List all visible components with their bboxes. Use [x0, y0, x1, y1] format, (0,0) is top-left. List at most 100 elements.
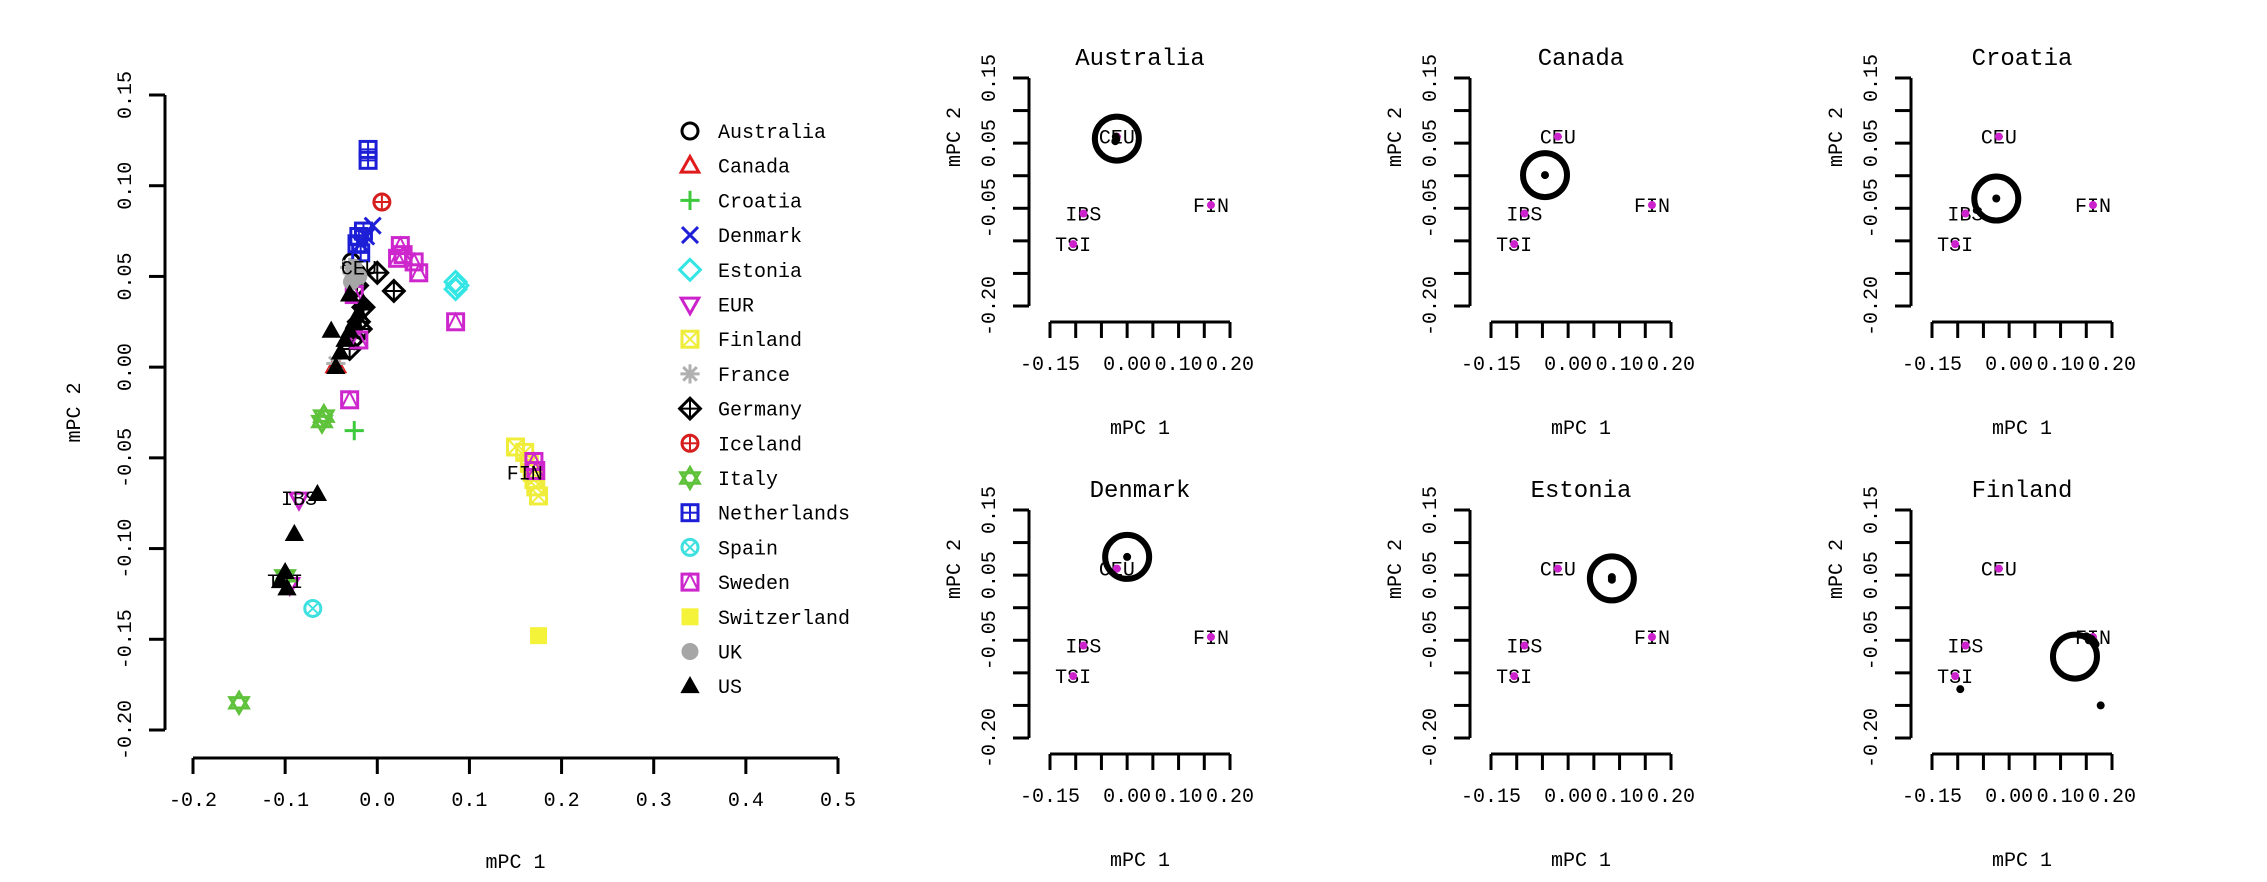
- y-tick-label: -0.05: [1861, 610, 1884, 670]
- legend-marker: [680, 571, 700, 592]
- legend-label: UK: [718, 643, 742, 666]
- legend-item: Sweden: [680, 571, 790, 596]
- x-tick-label: 0.5: [820, 790, 856, 813]
- x-axis: -0.15 0.00 0.10 0.20: [1020, 752, 1254, 809]
- data-point: [287, 491, 311, 512]
- legend-marker: [678, 153, 702, 174]
- y-axis: -0.20 -0.05 0.05 0.15: [979, 54, 1031, 336]
- legend-item: EUR: [678, 296, 754, 319]
- legend-label: Canada: [718, 157, 790, 180]
- x-tick-label: 0.00: [1985, 354, 2033, 377]
- x-tick-label: -0.15: [1902, 354, 1962, 377]
- y-axis: -0.20 -0.05 0.05 0.15: [1420, 486, 1472, 768]
- legend-item: UK: [681, 643, 742, 666]
- reference-point: [1206, 633, 1215, 642]
- legend-item: Croatia: [680, 190, 802, 214]
- reference-point: [1079, 641, 1088, 650]
- y-tick-label: 0.15: [979, 486, 1002, 534]
- y-axis: -0.20 -0.05 0.05 0.15: [1420, 54, 1472, 336]
- x-tick-label: 0.10: [1155, 354, 1203, 377]
- y-tick-label: 0.05: [1861, 551, 1884, 599]
- reference-label: CEU: [341, 258, 377, 281]
- x-tick-label: 0.20: [1647, 786, 1695, 809]
- y-axis-title: mPC 2: [1826, 107, 1849, 167]
- panel-australia: -0.15 0.00 0.10 0.20 -0.20 -0.05 0.05 0.15 Austr…: [944, 46, 1254, 441]
- legend-marker: [680, 433, 700, 453]
- highlight-circle: [1586, 553, 1637, 604]
- y-tick-label: 0.05: [979, 551, 1002, 599]
- y-axis-title: mPC 2: [64, 382, 87, 442]
- legend-marker: [680, 329, 700, 349]
- x-tick-label: 0.0: [359, 790, 395, 813]
- legend-item: Germany: [677, 396, 802, 423]
- panel-title: Canada: [1538, 46, 1624, 73]
- y-tick-label: -0.05: [979, 610, 1002, 670]
- data-point: [372, 192, 392, 212]
- data-point: [364, 260, 390, 286]
- panel-title: Australia: [1075, 46, 1205, 73]
- x-tick-label: 0.20: [1206, 354, 1254, 377]
- y-axis: -0.20 -0.05 0.05 0.15: [979, 486, 1031, 768]
- panel-title: Croatia: [1972, 46, 2073, 73]
- data-point: [349, 302, 369, 320]
- legend-label: Croatia: [718, 191, 802, 214]
- y-tick-label: -0.20: [115, 700, 138, 760]
- reference-point: [1069, 672, 1078, 681]
- y-axis: -0.20 -0.15 -0.10 -0.05 0.00 0.05 0.10 0.15: [115, 71, 167, 760]
- x-tick-label: -0.2: [169, 790, 217, 813]
- data-points: [227, 139, 549, 717]
- y-tick-label: -0.20: [979, 276, 1002, 336]
- legend-label: Spain: [718, 538, 778, 561]
- data-points: [1123, 552, 1132, 561]
- main-chart: -0.2 -0.1 0.0 0.1 0.2 0.3 0.4 0.5 -0.20 -0.15 -0.1…: [64, 71, 856, 875]
- reference-point: [1520, 641, 1529, 650]
- data-point: [1111, 137, 1120, 146]
- reference-label: TSI: [267, 572, 303, 595]
- y-axis-title: mPC 2: [1826, 539, 1849, 599]
- data-point: [326, 356, 346, 375]
- legend-marker: [680, 537, 700, 557]
- data-point: [387, 248, 408, 268]
- reference-point: [1961, 209, 1970, 218]
- legend-item: US: [680, 675, 742, 700]
- y-tick-label: -0.05: [1420, 178, 1443, 238]
- x-tick-label: 0.3: [636, 790, 672, 813]
- x-tick-label: 0.2: [544, 790, 580, 813]
- x-tick-label: 0.20: [2088, 354, 2136, 377]
- legend-marker: [681, 608, 699, 626]
- panel-estonia: -0.15 0.00 0.10 0.20 -0.20 -0.05 0.05 0.15 Eston…: [1385, 478, 1695, 873]
- reference-point: [1961, 641, 1970, 650]
- reference-point: [1994, 132, 2003, 141]
- legend-marker: [677, 396, 703, 422]
- legend-label: US: [718, 677, 742, 700]
- data-point: [340, 389, 360, 410]
- data-point: [443, 276, 469, 302]
- highlight-circle: [2049, 631, 2100, 682]
- data-point: [526, 460, 546, 481]
- x-tick-label: 0.00: [1103, 354, 1151, 377]
- y-tick-label: -0.05: [1420, 610, 1443, 670]
- x-tick-label: 0.10: [1596, 354, 1644, 377]
- x-tick-label: 0.00: [1103, 786, 1151, 809]
- data-point: [2096, 701, 2105, 710]
- x-tick-label: 0.10: [2037, 786, 2085, 809]
- legend-label: Iceland: [718, 434, 802, 457]
- x-tick-label: -0.15: [1020, 786, 1080, 809]
- legend-label: Estonia: [718, 261, 802, 284]
- data-point: [358, 150, 378, 170]
- x-tick-label: 0.1: [451, 790, 487, 813]
- data-point: [349, 329, 369, 350]
- reference-point: [1994, 564, 2003, 573]
- legend-marker: [681, 643, 699, 660]
- legend-item: Australia: [680, 121, 826, 145]
- reference-point: [1647, 633, 1656, 642]
- y-tick-label: -0.05: [115, 428, 138, 488]
- legend-marker: [680, 190, 700, 210]
- data-point: [307, 483, 328, 502]
- data-point: [351, 243, 371, 263]
- y-tick-label: -0.05: [979, 178, 1002, 238]
- data-point: [445, 311, 466, 332]
